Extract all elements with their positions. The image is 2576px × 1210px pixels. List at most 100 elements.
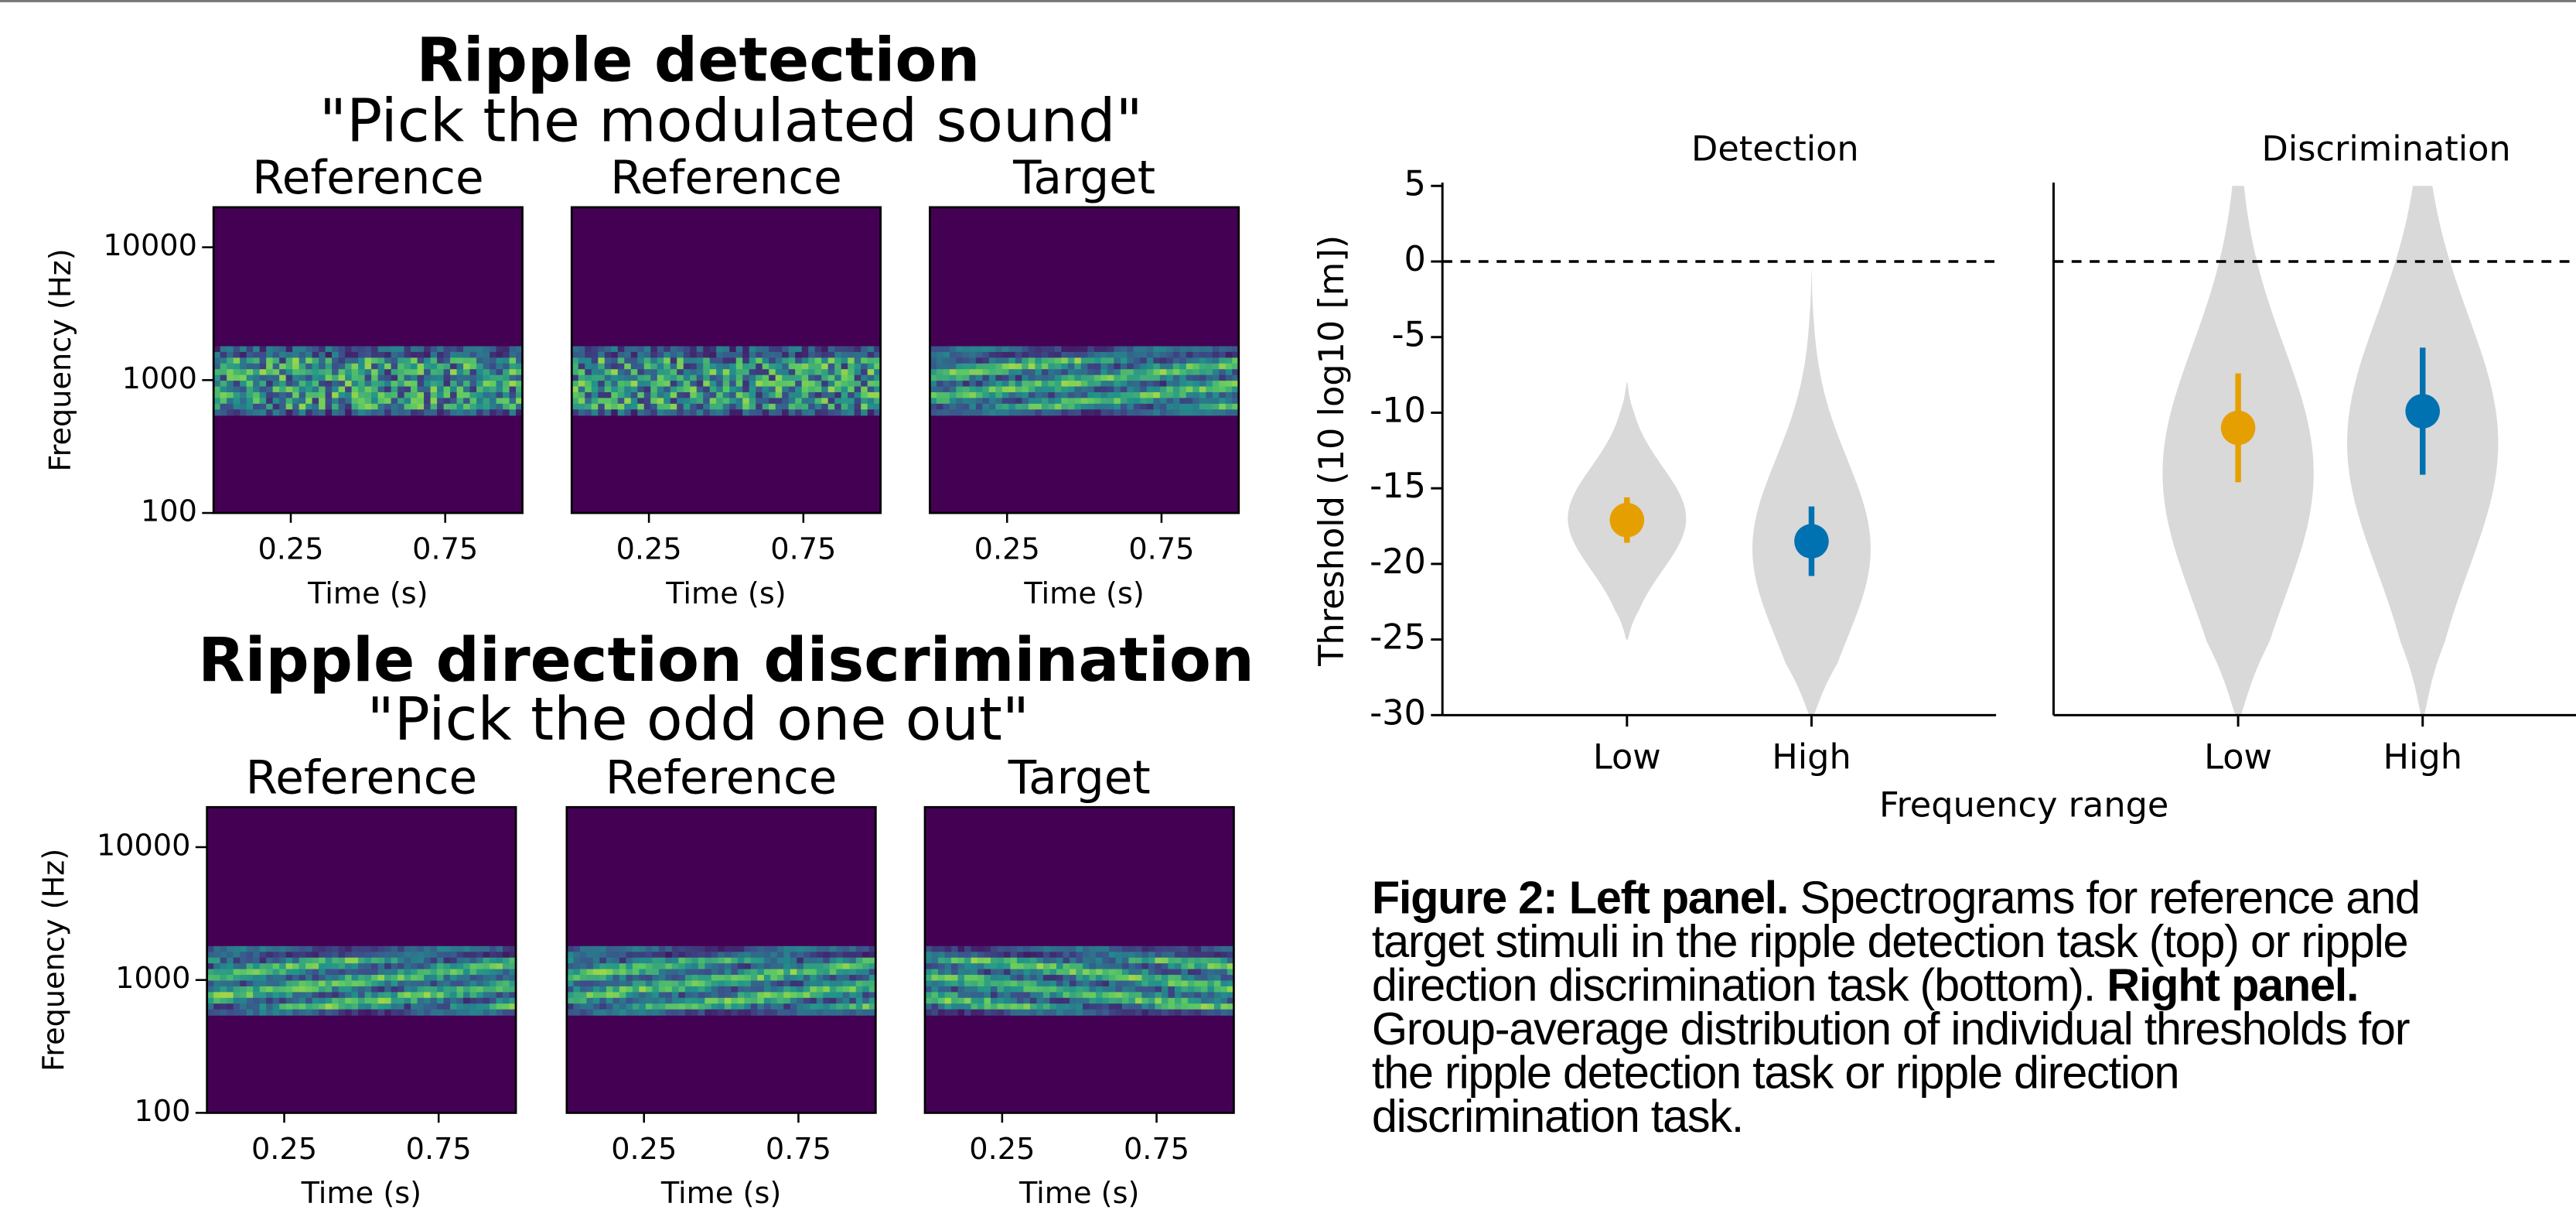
spectrogram-cell bbox=[1122, 975, 1129, 981]
spectrogram-cell bbox=[1002, 387, 1009, 393]
spectrogram-cell bbox=[378, 381, 385, 387]
spectrogram-cell bbox=[1056, 958, 1063, 964]
spectrogram-cell bbox=[1056, 969, 1063, 976]
spectrogram-cell bbox=[1083, 1010, 1090, 1016]
spectrogram-cell bbox=[424, 352, 431, 358]
spectrogram-cell bbox=[841, 369, 848, 375]
spectrogram-cell bbox=[1122, 980, 1129, 986]
spectrogram-cell bbox=[605, 364, 612, 370]
spectrogram-cell bbox=[273, 398, 280, 404]
spectrogram-cell bbox=[220, 1003, 227, 1010]
spectrogram-cell bbox=[418, 375, 425, 381]
spectrogram-cell bbox=[470, 952, 477, 958]
spectrogram-cell bbox=[1194, 998, 1201, 1004]
spectrogram-cell bbox=[971, 986, 978, 993]
spectrogram-cell bbox=[1194, 1003, 1201, 1010]
spectrogram-cell bbox=[384, 364, 391, 370]
spectrogram-cell bbox=[1162, 1003, 1169, 1010]
spectrogram-cell bbox=[397, 1010, 404, 1016]
spectrogram-cell bbox=[1096, 986, 1103, 993]
spectrogram-cell bbox=[496, 404, 503, 410]
spectrogram-cell bbox=[273, 381, 280, 387]
spectrogram-cell bbox=[358, 369, 365, 375]
spectrogram-cell bbox=[691, 963, 698, 969]
spectrogram-cell bbox=[496, 357, 503, 364]
spectrogram-cell bbox=[619, 1003, 626, 1010]
spectrogram-cell bbox=[670, 381, 677, 387]
spectrogram-cell bbox=[450, 409, 457, 415]
spectrogram-cell bbox=[1206, 346, 1213, 352]
spectrogram-cell bbox=[849, 992, 856, 998]
spectrogram-cell bbox=[240, 387, 247, 393]
spectrogram-cell bbox=[995, 375, 1002, 381]
spectrogram-cell bbox=[1122, 946, 1129, 952]
spectrogram-cell bbox=[247, 404, 254, 410]
spectrogram-cell bbox=[490, 975, 496, 981]
spectrogram-cell bbox=[463, 381, 470, 387]
spectrogram-cell bbox=[711, 969, 718, 976]
spectrogram-cell bbox=[1122, 969, 1129, 976]
spectrogram-cell bbox=[997, 952, 1004, 958]
spectrogram-cell bbox=[723, 387, 730, 393]
spectrogram-cell bbox=[260, 392, 267, 398]
spectrogram-cell bbox=[1087, 352, 1094, 358]
spectrogram-cell bbox=[790, 1003, 797, 1010]
spectrogram-cell bbox=[633, 969, 640, 976]
spectrogram-cell bbox=[279, 998, 286, 1004]
spectrogram-cell bbox=[431, 1010, 438, 1016]
spectrogram-cell bbox=[611, 381, 618, 387]
spectrogram-cell bbox=[1173, 364, 1180, 370]
spectrogram-cell bbox=[384, 346, 391, 352]
spectrogram-cell bbox=[612, 1010, 619, 1016]
spectrogram-cell bbox=[483, 346, 490, 352]
spectrogram-cell bbox=[220, 998, 227, 1004]
spectrogram-cell bbox=[437, 975, 444, 981]
spectrogram-cell bbox=[749, 346, 756, 352]
spectrogram-cell bbox=[1036, 963, 1043, 969]
spectrogram-cell bbox=[578, 387, 585, 393]
spectrogram-cell bbox=[698, 946, 705, 952]
spectrogram-cell bbox=[1023, 963, 1030, 969]
spectrogram-cell bbox=[312, 1010, 319, 1016]
spectrogram-cell bbox=[253, 352, 260, 358]
spectrogram-cell bbox=[598, 357, 605, 364]
spectrogram-cell bbox=[1153, 352, 1160, 358]
spectrogram-cell bbox=[418, 404, 425, 410]
spectrogram-cell bbox=[470, 986, 477, 993]
spectrogram-cell bbox=[384, 381, 391, 387]
spectrogram-cell bbox=[1042, 387, 1049, 393]
spectrogram-cell bbox=[476, 980, 483, 986]
spectrogram-cell bbox=[365, 958, 372, 964]
spectrogram-cell bbox=[391, 946, 398, 952]
spectrogram-cell bbox=[1063, 1003, 1070, 1010]
spectrogram-cell bbox=[1206, 375, 1213, 381]
spectrogram-cell bbox=[578, 364, 585, 370]
spectrogram-cell bbox=[782, 375, 789, 381]
spectrogram-cell bbox=[496, 992, 503, 998]
spectrogram-cell bbox=[989, 346, 996, 352]
spectrogram-cell bbox=[1162, 958, 1169, 964]
spectrogram-cell bbox=[1141, 952, 1148, 958]
spectrogram-cell bbox=[763, 352, 769, 358]
spectrogram-cell bbox=[573, 946, 580, 952]
spectrogram-cell bbox=[352, 364, 359, 370]
spectrogram-cell bbox=[260, 387, 267, 393]
spectrogram-cell bbox=[783, 946, 790, 952]
spectrogram-cell bbox=[725, 992, 732, 998]
spectrogram-cell bbox=[503, 409, 510, 415]
spectrogram-cell bbox=[1100, 398, 1107, 404]
spectrogram-cell bbox=[624, 404, 631, 410]
spectrogram-cell bbox=[326, 992, 333, 998]
spectrogram-cell bbox=[1094, 392, 1101, 398]
spectrogram-cell bbox=[1010, 969, 1017, 976]
spectrogram-cell bbox=[1219, 392, 1226, 398]
spectrogram-cell bbox=[1042, 369, 1049, 375]
spectrogram-cell bbox=[247, 398, 254, 404]
spectrogram-cell bbox=[1162, 975, 1169, 981]
spectrogram-cell bbox=[1162, 980, 1169, 986]
spectrogram-cell bbox=[1089, 998, 1096, 1004]
spectrogram-cell bbox=[982, 409, 989, 415]
spectrogram-cell bbox=[1168, 998, 1175, 1004]
spectrogram-cell bbox=[1076, 986, 1083, 993]
spectrogram-cell bbox=[834, 409, 841, 415]
